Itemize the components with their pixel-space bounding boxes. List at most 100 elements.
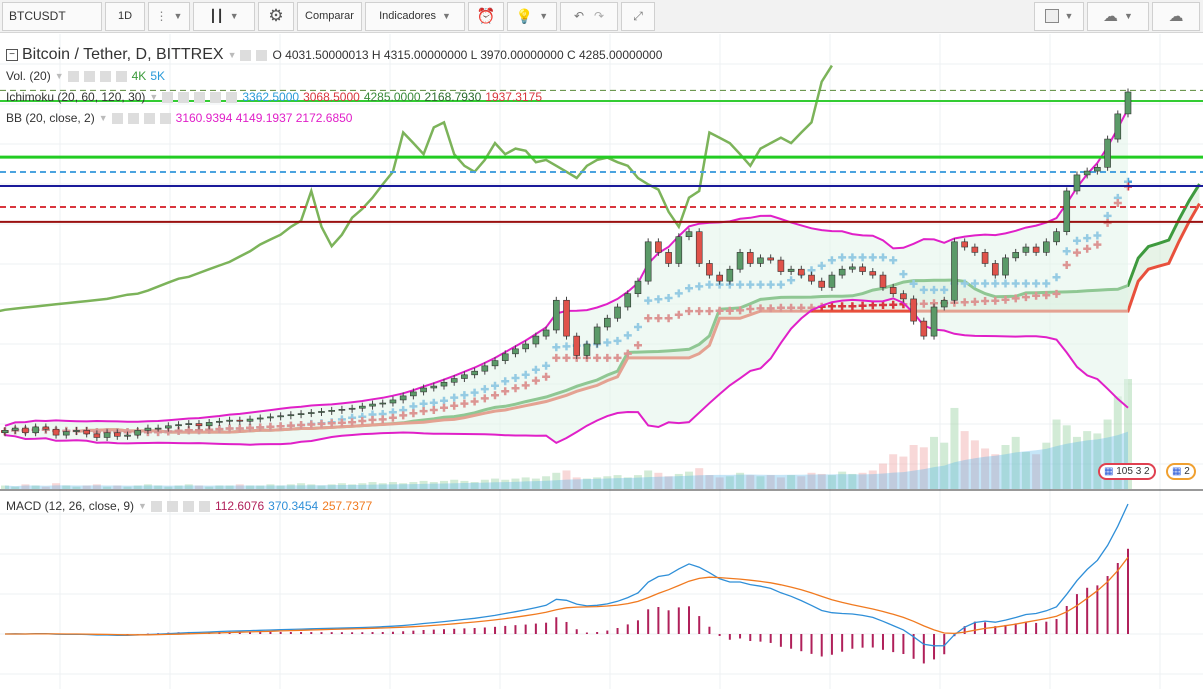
visibility-icon[interactable] <box>111 112 123 124</box>
chevron-down-icon[interactable]: ▼ <box>98 113 108 123</box>
volume-bar <box>542 476 551 489</box>
volume-bar <box>429 482 438 489</box>
macd-value: 370.3454 <box>268 499 319 513</box>
candle <box>1063 190 1071 232</box>
bb-label[interactable]: BB (20, close, 2) <box>6 111 95 125</box>
volume-bar <box>644 470 653 489</box>
candle <box>512 348 519 355</box>
volume-bar <box>593 477 602 489</box>
symbol-search[interactable]: BTCUSDT <box>2 1 102 31</box>
indicators-label: Indicadores <box>379 10 436 22</box>
collapse-icon[interactable]: − <box>6 49 18 61</box>
ichimoku-label[interactable]: Ichimoku (20, 60, 120, 30) <box>6 90 146 104</box>
close-icon[interactable] <box>226 91 238 103</box>
chevron-down-icon[interactable]: ▼ <box>227 50 237 60</box>
chart-canvas[interactable] <box>0 34 1203 689</box>
candle <box>706 263 713 276</box>
plus-icon[interactable] <box>143 112 155 124</box>
alert-button[interactable]: ⏰ <box>468 1 504 31</box>
volume-bar <box>868 470 877 489</box>
close-icon[interactable] <box>198 500 210 512</box>
candle <box>359 405 366 409</box>
volume-bar <box>388 482 397 489</box>
candle <box>695 231 703 264</box>
candles-icon: ┃┃ <box>209 9 224 23</box>
volume-bar <box>82 485 91 489</box>
candle <box>644 241 652 282</box>
gear-icon[interactable] <box>83 70 95 82</box>
candle <box>991 263 999 276</box>
symbol-title[interactable]: Bitcoin / Tether, D, BITTREX <box>22 46 224 63</box>
chart-type-button[interactable]: ┃┃ ▼ <box>193 1 255 31</box>
volume-bar <box>940 442 949 489</box>
volume-bar <box>531 478 540 489</box>
close-icon[interactable] <box>159 112 171 124</box>
candle <box>154 427 162 430</box>
candle <box>1124 91 1132 115</box>
chevron-down-icon[interactable]: ▼ <box>138 501 147 511</box>
more-intervals-button[interactable]: ⋮ ▼ <box>148 1 190 31</box>
visibility-icon[interactable] <box>67 70 79 82</box>
compare-button[interactable]: Comparar <box>297 1 362 31</box>
settings-button[interactable]: ⚙ <box>258 1 294 31</box>
plus-icon[interactable] <box>99 70 111 82</box>
plus-icon[interactable] <box>210 91 222 103</box>
ideas-button[interactable]: 💡 ▼ <box>507 1 557 31</box>
gear-icon[interactable] <box>166 500 178 512</box>
volume-bar <box>399 483 408 489</box>
volume-bar <box>21 484 30 489</box>
volume-bar <box>1052 419 1061 489</box>
volume-bar <box>725 476 734 489</box>
events-count: 105 3 2 <box>1116 466 1150 477</box>
volume-bar <box>787 475 796 489</box>
interval-button[interactable]: 1D <box>105 1 145 31</box>
publish-button[interactable]: ☁ <box>1152 1 1200 31</box>
gear-icon[interactable] <box>178 91 190 103</box>
gear-icon[interactable] <box>127 112 139 124</box>
undo-icon[interactable]: ↶ <box>573 9 584 23</box>
volume-bar <box>1011 436 1020 489</box>
lightbulb-icon: 💡 <box>515 7 534 24</box>
chevron-down-icon: ▼ <box>173 11 183 21</box>
volume-bar <box>460 480 469 489</box>
cloud-save-button[interactable]: ☁ ▼ <box>1087 1 1149 31</box>
events-badge[interactable]: ▦ 105 3 2 <box>1098 463 1156 480</box>
volume-bar <box>776 477 785 489</box>
visibility-icon[interactable] <box>162 91 174 103</box>
gear-icon[interactable] <box>256 49 268 61</box>
candle <box>808 274 815 282</box>
layout-button[interactable]: ▼ <box>1034 1 1084 31</box>
gear-icon: ⚙ <box>268 6 284 25</box>
candle <box>399 395 407 401</box>
events-badge-2[interactable]: ▦ 2 <box>1166 463 1196 480</box>
volume-bar <box>695 468 704 489</box>
indicators-button[interactable]: Indicadores ▼ <box>365 1 465 31</box>
volume-bar <box>174 485 183 489</box>
close-icon[interactable] <box>115 70 127 82</box>
plus-icon[interactable] <box>182 500 194 512</box>
redo-icon[interactable]: ↷ <box>594 9 605 23</box>
visibility-icon[interactable] <box>150 500 162 512</box>
square-icon <box>1044 9 1059 23</box>
candle <box>981 252 989 264</box>
candle <box>685 231 693 238</box>
visibility-icon[interactable] <box>240 49 252 61</box>
candle <box>1083 170 1091 176</box>
candle <box>665 252 672 264</box>
candle <box>410 391 417 397</box>
volume-bar <box>1072 436 1081 489</box>
volume-label[interactable]: Vol. (20) <box>6 69 51 83</box>
bb-legend: BB (20, close, 2) ▼ 3160.9394 4149.1937 2… <box>6 111 352 125</box>
volume-bar <box>164 486 173 489</box>
chevron-down-icon[interactable]: ▼ <box>54 71 64 81</box>
volume-bar <box>348 484 357 489</box>
kijun-cross <box>889 300 898 309</box>
chevron-down-icon[interactable]: ▼ <box>149 92 159 102</box>
candle <box>134 430 142 436</box>
volume-bar <box>1093 433 1102 489</box>
fullscreen-button[interactable]: ⤢ <box>621 1 655 31</box>
macd-label[interactable]: MACD (12, 26, close, 9) <box>6 499 135 513</box>
volume-ma-area <box>5 431 1128 489</box>
volume-bar <box>572 477 581 489</box>
lock-icon[interactable] <box>194 91 206 103</box>
